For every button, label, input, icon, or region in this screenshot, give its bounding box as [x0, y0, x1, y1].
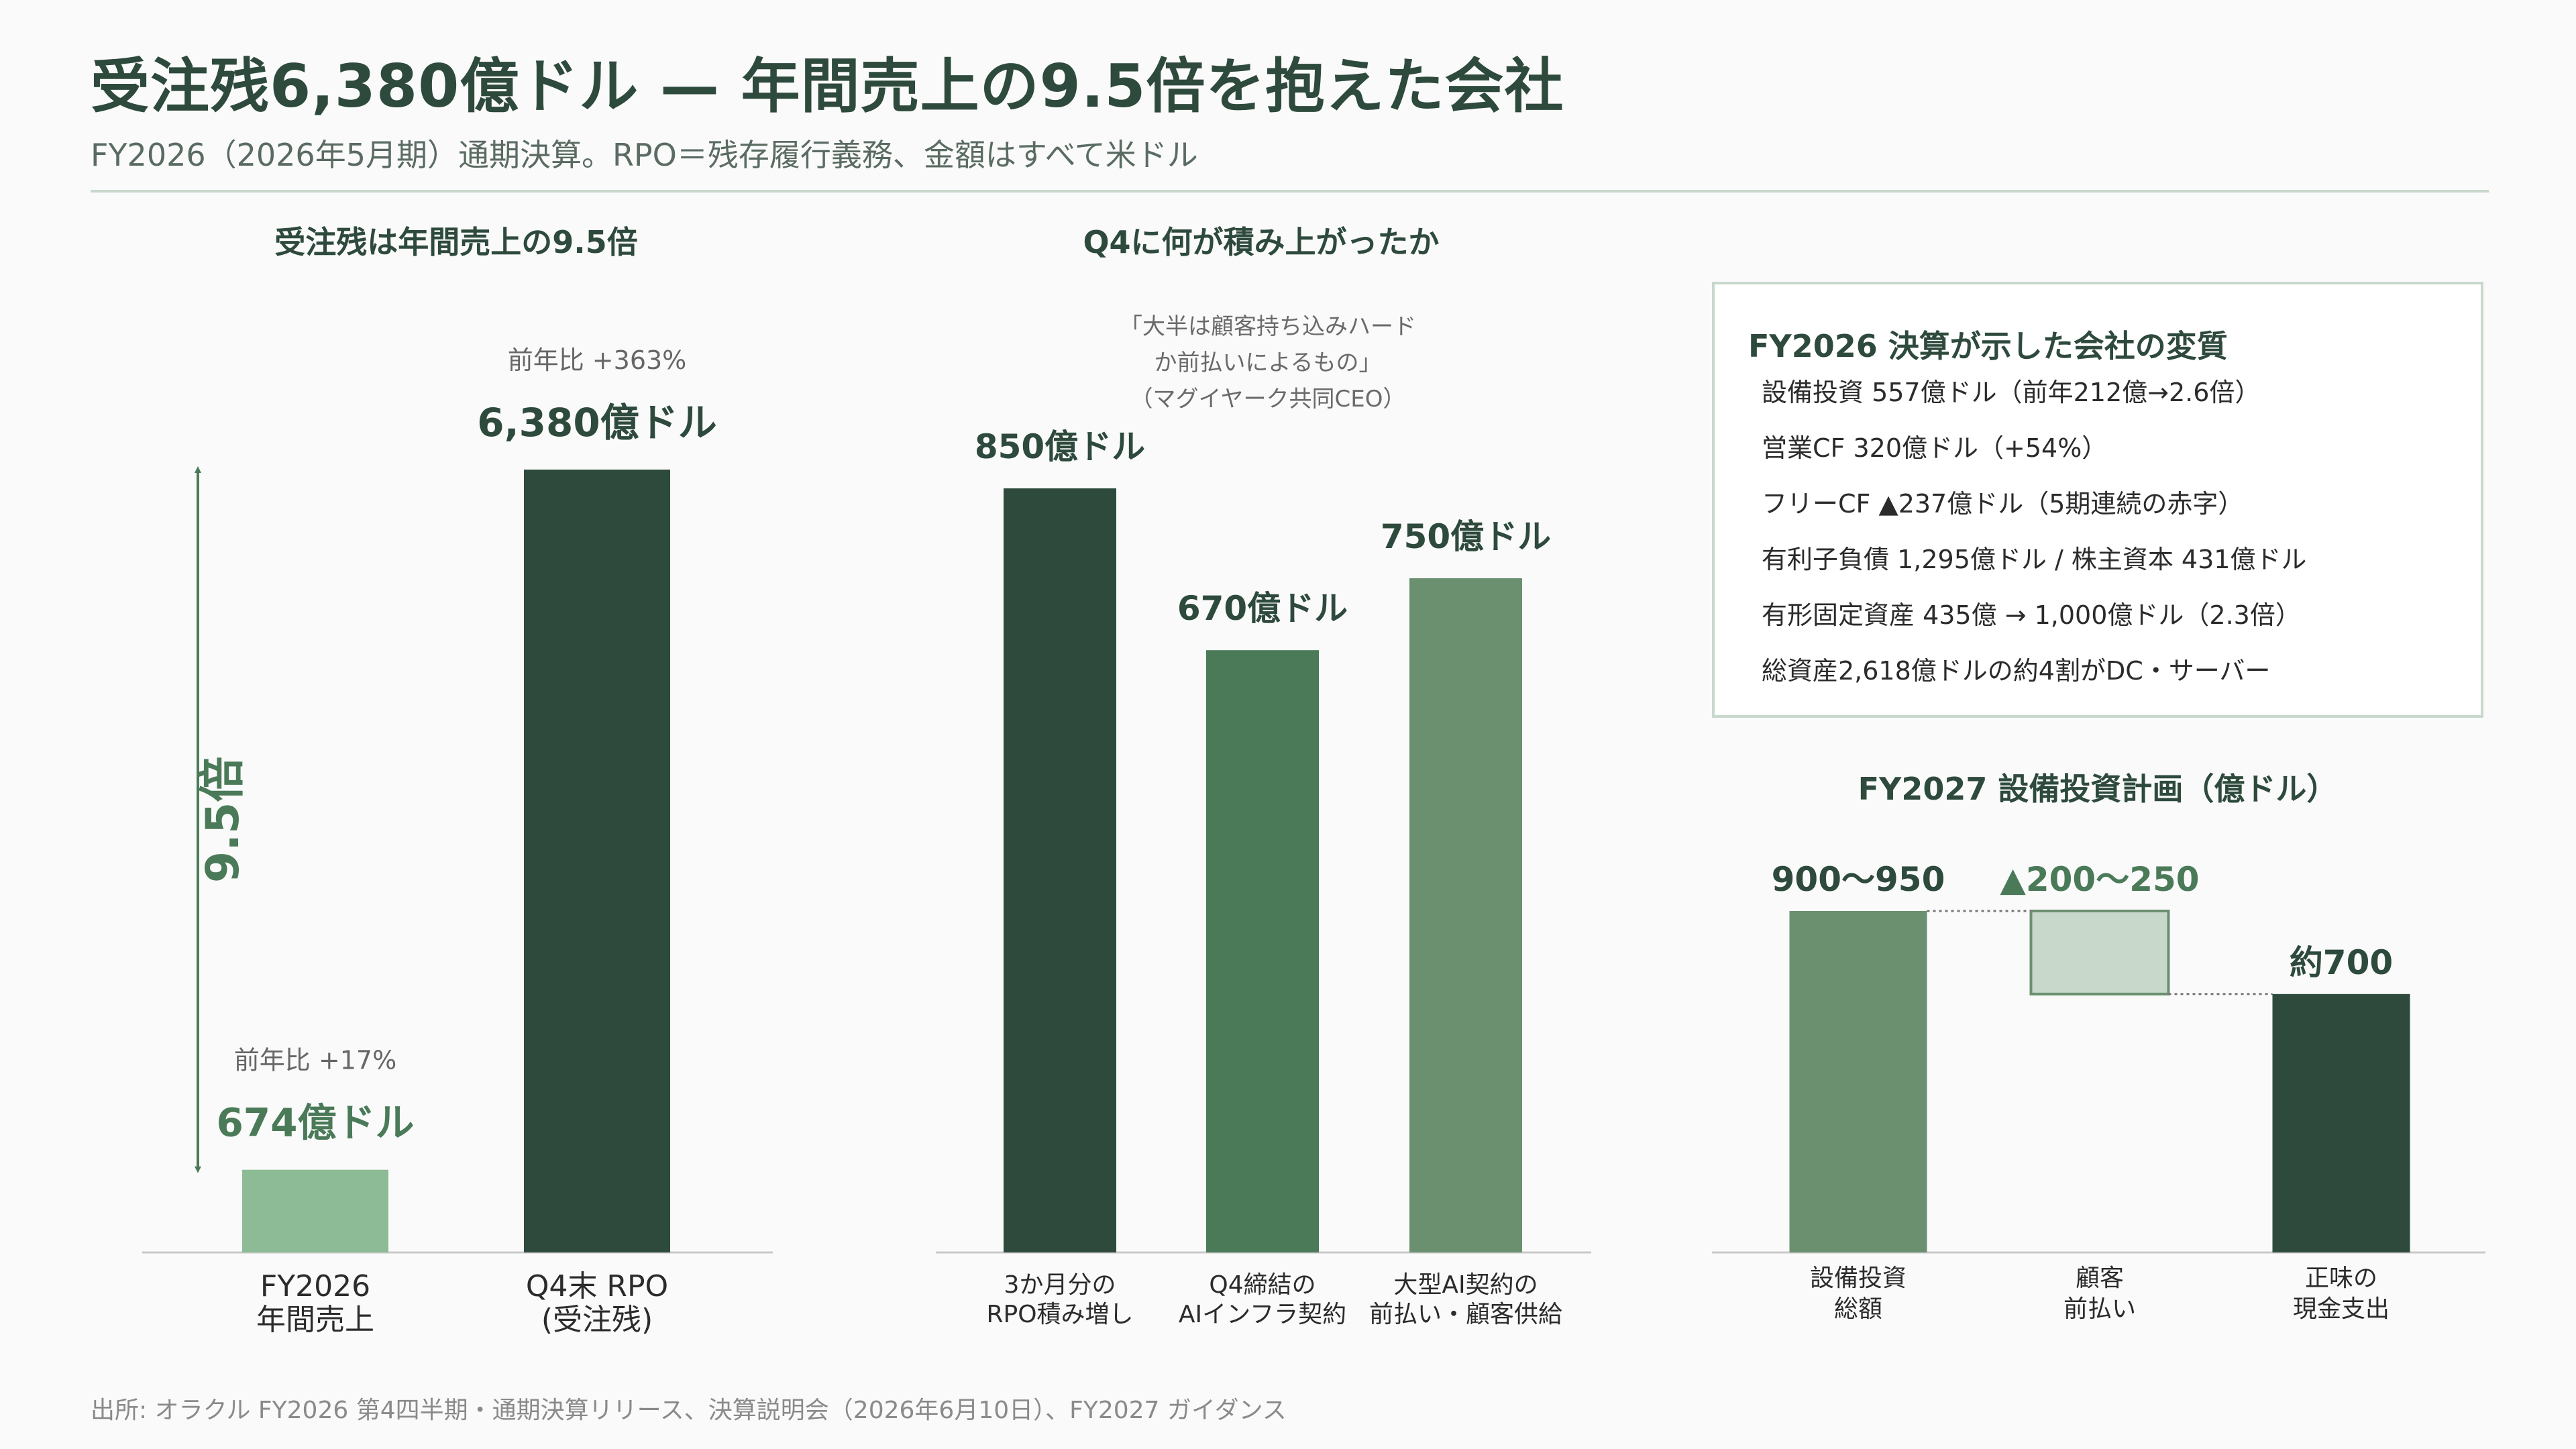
x-tick-label-line: Q4末 RPO	[526, 1269, 668, 1303]
x-tick-label: FY2026 年間売上	[256, 1269, 374, 1337]
header-divider	[91, 190, 2489, 193]
ceo-quote-line-2: か前払いによるもの」	[1154, 350, 1382, 376]
ceo-quote-line-3: （マグイヤーク共同CEO）	[1130, 386, 1406, 413]
bar-q4-component	[1409, 578, 1522, 1252]
x-tick-label-line: 総額	[1834, 1295, 1882, 1323]
x-tick-label: Q4末 RPO (受注残)	[526, 1269, 668, 1337]
x-tick-label-line: (受注残)	[541, 1303, 653, 1337]
summary-list: 設備投資 557億ドル（前年212億→2.6倍） 営業CF 320億ドル（+54…	[1762, 370, 2306, 704]
chart-backlog-vs-revenue: 674億ドル 前年比 +17% FY2026 年間売上 6,380億ドル 前年比 +363…	[142, 345, 773, 1337]
ratio-label: 9.5倍	[197, 757, 250, 883]
summary-item-fixed-assets: 有形固定資産 435億 → 1,000億ドル（2.3倍）	[1762, 600, 2301, 630]
bar-change-label: 前年比 +363%	[508, 345, 687, 375]
bar-rpo	[524, 470, 670, 1252]
x-tick-label: 設備投資総額	[1810, 1265, 1907, 1323]
chart3-title: FY2027 設備投資計画（億ドル）	[1858, 771, 2338, 807]
chart1-title: 受注残は年間売上の9.5倍	[274, 224, 638, 260]
x-tick-label-line: 正味の	[2305, 1265, 2377, 1292]
summary-item-total-assets: 総資産2,618億ドルの約4割がDC・サーバー	[1762, 656, 2271, 686]
ceo-quote: 「大半は顧客持ち込みハード か前払いによるもの」 （マグイヤーク共同CEO）	[1067, 309, 1469, 417]
x-tick-label-line: 大型AI契約の	[1393, 1271, 1538, 1299]
x-tick-label: 顧客前払い	[2063, 1265, 2136, 1323]
summary-box: FY2026 決算が示した会社の変質 設備投資 557億ドル（前年212億→2.…	[1712, 282, 2483, 718]
ceo-quote-line-1: 「大半は顧客持ち込みハード	[1120, 313, 1416, 340]
x-tick-label-line: 現金支出	[2293, 1295, 2390, 1323]
x-tick-label-line: 年間売上	[256, 1303, 374, 1337]
x-tick-label-line: RPO積み増し	[986, 1301, 1133, 1328]
x-tick-label-line: FY2026	[260, 1269, 370, 1303]
x-tick-label-line: 顧客	[2076, 1265, 2124, 1292]
x-tick-label: 大型AI契約の前払い・顧客供給	[1369, 1271, 1562, 1328]
summary-item-debt-equity: 有利子負債 1,295億ドル / 株主資本 431億ドル	[1762, 545, 2307, 574]
bar-value-label: 674億ドル	[216, 1100, 414, 1146]
bar-value-label: 900〜950	[1772, 860, 1945, 899]
summary-item-free-cf: フリーCF ▲237億ドル（5期連続の赤字）	[1762, 489, 2244, 519]
bar-value-label: ▲200〜250	[2000, 860, 2199, 899]
x-tick-label-line: 前払い	[2063, 1295, 2136, 1323]
bar-value-label: 670億ドル	[1177, 589, 1348, 628]
bar-net-cash-outlay	[2272, 994, 2410, 1252]
summary-item-operating-cf: 営業CF 320億ドル（+54%）	[1762, 433, 2108, 463]
x-tick-label-line: AIインフラ契約	[1179, 1301, 1346, 1328]
page-subtitle: FY2026（2026年5月期）通期決算。RPO＝残存履行義務、金額はすべて米ド…	[91, 137, 1198, 173]
bar-value-label: 750億ドル	[1381, 517, 1551, 556]
chart-fy2027-capex: 900〜950 設備投資総額 ▲200〜250 顧客前払い 約700 正味の現金支出	[1712, 860, 2485, 1323]
x-tick-label: 3か月分の RPO積み増し	[986, 1271, 1133, 1328]
chart-q4-buildup: 850億ドル 3か月分の RPO積み増し 670億ドル Q4締結の AIインフラ契約 750…	[936, 427, 1591, 1328]
chart2-title: Q4に何が積み上がったか	[1083, 224, 1440, 260]
bar-value-label: 850億ドル	[975, 427, 1145, 466]
x-tick-label-line: 前払い・顧客供給	[1369, 1301, 1562, 1328]
source-note: 出所: オラクル FY2026 第4四半期・通期決算リリース、決算説明会（202…	[91, 1397, 1287, 1424]
x-tick-label: Q4締結の AIインフラ契約	[1179, 1271, 1346, 1328]
bar-gross-capex	[1789, 911, 1927, 1252]
bar-value-label: 6,380億ドル	[477, 400, 716, 445]
summary-box-title: FY2026 決算が示した会社の変質	[1748, 328, 2228, 364]
bar-customer-prepayment	[2029, 910, 2170, 996]
x-tick-label-line: Q4締結の	[1209, 1271, 1316, 1299]
page-title: 受注残6,380億ドル — 年間売上の9.5倍を抱えた会社	[91, 52, 1564, 121]
x-tick-label-line: 3か月分の	[1004, 1271, 1116, 1299]
summary-item-capex: 設備投資 557億ドル（前年212億→2.6倍）	[1762, 378, 2261, 407]
bar-value-label: 約700	[2290, 943, 2393, 982]
bar-change-label: 前年比 +17%	[234, 1046, 396, 1075]
bar-q4-component	[1004, 488, 1116, 1252]
x-tick-label-line: 設備投資	[1810, 1265, 1907, 1292]
bar-revenue	[242, 1169, 388, 1252]
bar-q4-component	[1206, 650, 1319, 1252]
x-tick-label: 正味の現金支出	[2293, 1265, 2390, 1323]
